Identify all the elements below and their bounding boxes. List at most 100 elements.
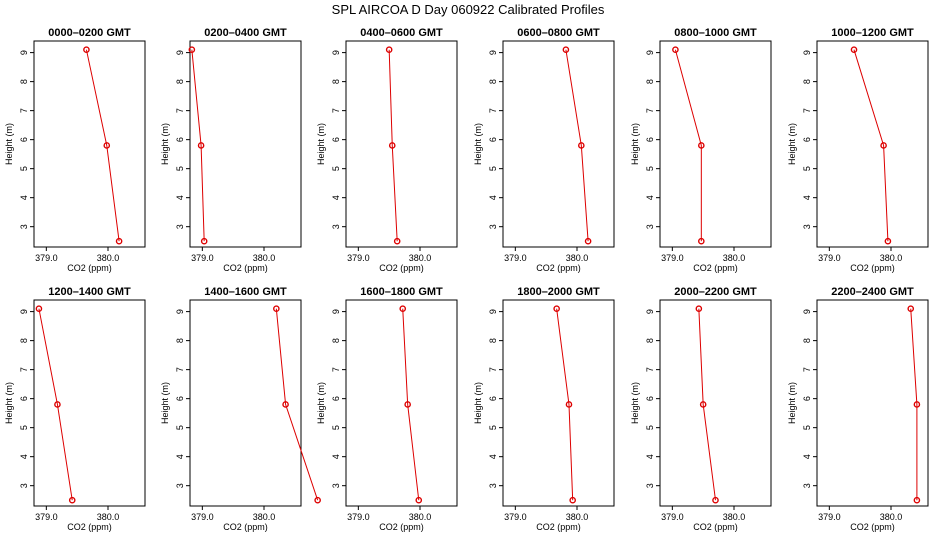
- y-tick-label: 4: [331, 454, 341, 459]
- data-point: [672, 46, 679, 54]
- data-point: [415, 496, 423, 504]
- panel-title: 1200–1400 GMT: [48, 286, 131, 298]
- x-axis-label: CO2 (ppm): [536, 522, 581, 532]
- y-tick-label: 8: [175, 79, 185, 84]
- y-tick-label: 4: [802, 195, 812, 200]
- y-tick-label: 6: [331, 396, 341, 401]
- x-tick-label: 380.0: [566, 512, 589, 522]
- x-tick-label: 379.0: [661, 253, 684, 263]
- y-axis-label: Height (m): [160, 382, 170, 424]
- x-tick-label: 380.0: [409, 512, 432, 522]
- x-tick-label: 379.0: [191, 253, 214, 263]
- data-point: [273, 305, 280, 313]
- y-tick-label: 3: [802, 483, 812, 488]
- data-point: [103, 142, 111, 149]
- x-tick-label: 379.0: [35, 253, 58, 263]
- y-tick-label: 8: [802, 338, 812, 343]
- x-axis-label: CO2 (ppm): [850, 263, 895, 273]
- y-tick-label: 3: [645, 224, 655, 229]
- y-tick-label: 4: [19, 454, 29, 459]
- x-tick-label: 380.0: [723, 253, 746, 263]
- y-axis-label: Height (m): [473, 123, 483, 165]
- profile-line: [853, 49, 889, 242]
- x-tick-label: 379.0: [504, 253, 527, 263]
- y-tick-label: 5: [488, 425, 498, 430]
- y-tick-label: 7: [802, 367, 812, 372]
- y-tick-label: 4: [19, 195, 29, 200]
- profile-line: [556, 308, 574, 501]
- y-tick-label: 3: [19, 483, 29, 488]
- y-tick-label: 4: [802, 454, 812, 459]
- y-tick-label: 5: [175, 166, 185, 171]
- y-tick-label: 5: [19, 425, 29, 430]
- data-point: [188, 46, 196, 54]
- y-axis-label: Height (m): [160, 123, 170, 165]
- data-point: [913, 496, 921, 504]
- y-axis-label: Height (m): [316, 382, 326, 424]
- y-tick-label: 3: [19, 224, 29, 229]
- data-point: [553, 305, 560, 313]
- data-point: [404, 401, 411, 408]
- y-tick-label: 8: [802, 79, 812, 84]
- y-tick-label: 3: [331, 224, 341, 229]
- data-point: [578, 142, 585, 149]
- y-axis-label: Height (m): [630, 123, 640, 165]
- y-tick-label: 4: [488, 195, 498, 200]
- y-tick-label: 7: [19, 367, 29, 372]
- panel-title: 1800–2000 GMT: [517, 286, 600, 298]
- y-tick-label: 6: [488, 137, 498, 142]
- x-tick-label: 379.0: [35, 512, 58, 522]
- data-point: [698, 142, 705, 149]
- data-point: [54, 401, 61, 408]
- y-tick-label: 9: [645, 309, 655, 314]
- y-tick-label: 8: [645, 79, 655, 84]
- y-tick-label: 5: [175, 425, 185, 430]
- y-axis-label: Height (m): [316, 123, 326, 165]
- data-point: [884, 237, 892, 245]
- y-tick-label: 5: [645, 425, 655, 430]
- plot-frame: [345, 299, 458, 507]
- x-tick-label: 380.0: [880, 253, 903, 263]
- data-point: [913, 401, 921, 408]
- y-tick-label: 5: [802, 166, 812, 171]
- y-tick-label: 6: [19, 396, 29, 401]
- y-tick-label: 9: [331, 309, 341, 314]
- data-point: [83, 46, 90, 54]
- x-tick-label: 379.0: [504, 512, 527, 522]
- y-tick-label: 8: [488, 79, 498, 84]
- y-tick-label: 4: [175, 195, 185, 200]
- data-point: [695, 305, 703, 313]
- x-axis-label: CO2 (ppm): [536, 263, 581, 273]
- x-tick-label: 379.0: [818, 253, 841, 263]
- y-tick-label: 7: [802, 108, 812, 113]
- y-tick-label: 7: [331, 367, 341, 372]
- plot-frame: [659, 40, 772, 248]
- y-axis-label: Height (m): [4, 123, 14, 165]
- y-tick-label: 7: [645, 108, 655, 113]
- y-tick-label: 3: [175, 224, 185, 229]
- y-tick-label: 6: [19, 137, 29, 142]
- y-tick-label: 6: [645, 396, 655, 401]
- profile-line: [388, 49, 398, 242]
- y-tick-label: 8: [331, 338, 341, 343]
- y-tick-label: 9: [802, 309, 812, 314]
- y-tick-label: 9: [331, 50, 341, 55]
- y-tick-label: 3: [488, 224, 498, 229]
- y-tick-label: 9: [488, 309, 498, 314]
- data-point: [399, 305, 407, 313]
- y-tick-label: 8: [488, 338, 498, 343]
- x-tick-label: 379.0: [347, 253, 370, 263]
- x-tick-label: 379.0: [191, 512, 214, 522]
- y-tick-label: 9: [645, 50, 655, 55]
- plot-frame: [189, 40, 302, 248]
- data-point: [562, 46, 570, 54]
- y-tick-label: 6: [331, 137, 341, 142]
- plot-frame: [345, 40, 458, 248]
- x-tick-label: 380.0: [97, 512, 120, 522]
- y-axis-label: Height (m): [630, 382, 640, 424]
- x-axis-label: CO2 (ppm): [693, 263, 738, 273]
